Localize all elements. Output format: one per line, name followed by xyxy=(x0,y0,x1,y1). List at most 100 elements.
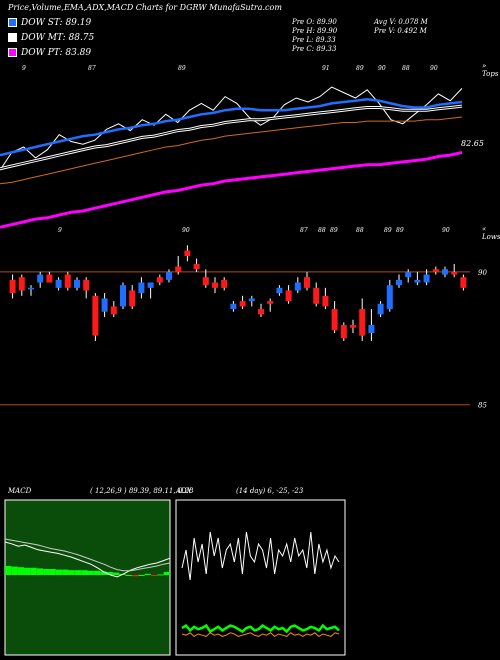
adx-title: ADX xyxy=(176,487,192,495)
candle-body xyxy=(331,309,338,331)
lows-label: « Lows xyxy=(482,225,500,241)
candle-body xyxy=(221,279,228,288)
candle-body xyxy=(230,303,237,310)
adx-line-adx xyxy=(181,531,340,581)
macd-title: MACD xyxy=(8,487,32,495)
stat-pre-volume: Pre V: 0.492 M xyxy=(374,27,427,35)
candle-body xyxy=(377,303,384,315)
candle-body xyxy=(322,295,329,307)
legend-swatch-st xyxy=(8,18,17,27)
ema-top-tick: 87 xyxy=(88,65,96,72)
candle-body xyxy=(460,277,467,288)
macd-histogram-bar xyxy=(112,572,120,575)
macd-histogram-bar xyxy=(74,570,82,575)
candle-body xyxy=(368,325,375,333)
ema-bottom-tick: 9 xyxy=(58,227,62,234)
candle-body xyxy=(175,266,182,272)
ema-bottom-tick: 90 xyxy=(182,227,190,234)
candle-body xyxy=(267,301,274,304)
candle-body xyxy=(64,274,71,288)
macd-histogram-bar xyxy=(163,572,170,575)
candle-body xyxy=(110,306,117,315)
macd-histogram-bar xyxy=(131,575,139,577)
macd-histogram-bar xyxy=(157,574,164,576)
legend-swatch-mt xyxy=(8,33,17,42)
macd-histogram-bar xyxy=(68,570,75,575)
ema-top-tick: 90 xyxy=(430,65,438,72)
price-axis-label: 90 xyxy=(478,269,487,277)
candle-body xyxy=(193,263,200,270)
candle-body xyxy=(414,279,421,283)
legend-dow-mt: DOW MT: 88.75 xyxy=(8,33,94,43)
macd-line-macd xyxy=(4,541,171,578)
candle-body xyxy=(46,274,53,283)
legend-dow-st: DOW ST: 89.19 xyxy=(8,18,91,28)
candle-body xyxy=(120,285,126,307)
candle-body xyxy=(129,290,136,307)
macd-histogram-bar xyxy=(87,570,94,575)
candle-body xyxy=(18,277,25,291)
candle-body xyxy=(166,271,172,280)
adx-line-plus-di xyxy=(181,623,340,634)
macd-histogram-bar xyxy=(36,568,44,575)
candle-body xyxy=(212,282,218,288)
macd-histogram-bar xyxy=(62,569,69,575)
ema-top-tick: 88 xyxy=(402,65,410,72)
candle-body xyxy=(304,277,310,288)
macd-histogram-bar xyxy=(55,569,63,575)
stat-close: Pre C: 89.33 xyxy=(292,45,337,53)
stat-high: Pre H: 89.90 xyxy=(292,27,338,35)
ema-top-tick: 89 xyxy=(178,65,186,72)
macd-histogram-bar xyxy=(125,575,132,576)
price-axis-label: 85 xyxy=(478,402,487,410)
candle-body xyxy=(451,271,458,275)
adx-panel-bg xyxy=(175,499,346,656)
stat-low: Pre L: 89.33 xyxy=(292,36,336,44)
macd-histogram-bar xyxy=(93,570,101,575)
candle-body xyxy=(386,285,393,310)
macd-histogram-bar xyxy=(150,575,158,576)
ema-line-dow-st xyxy=(0,98,463,157)
candle-body xyxy=(156,277,163,283)
macd-histogram-bar xyxy=(81,570,88,575)
candle-body xyxy=(423,274,430,283)
legend-dow-pt: DOW PT: 83.89 xyxy=(8,48,91,58)
macd-histogram-bar xyxy=(49,569,56,575)
macd-histogram-bar xyxy=(17,567,25,575)
ema-bottom-tick: 89 xyxy=(396,227,404,234)
candle-body xyxy=(340,325,347,339)
candle-body xyxy=(28,287,34,290)
candle-body xyxy=(294,282,301,291)
candle-body xyxy=(138,282,145,294)
candle-body xyxy=(83,279,90,291)
candle-body xyxy=(442,269,448,275)
chart-title: Price,Volume,EMA,ADX,MACD Charts for DGR… xyxy=(8,3,282,12)
candle-body xyxy=(74,279,80,288)
macd-panel-bg xyxy=(4,499,171,656)
candle-body xyxy=(359,309,366,336)
macd-line-signal xyxy=(4,538,171,572)
candle-body xyxy=(101,298,108,312)
macd-histogram-bar xyxy=(106,572,113,575)
macd-histogram-bar xyxy=(5,566,12,575)
macd-histogram-bar xyxy=(138,575,145,576)
ema-line-slow-ema xyxy=(0,116,463,185)
macd-histogram-bar xyxy=(11,566,18,575)
legend-swatch-pt xyxy=(8,48,17,57)
stat-avg-volume: Avg V: 0.078 M xyxy=(374,18,428,26)
ema-top-tick: 90 xyxy=(378,65,386,72)
candle-body xyxy=(405,271,412,278)
candle-body xyxy=(350,325,356,328)
candle-body xyxy=(9,279,16,294)
ema-top-tick: 91 xyxy=(322,65,330,72)
ema-line-mt-outer xyxy=(0,104,463,171)
tops-label: » Tops xyxy=(482,62,499,78)
candle-body xyxy=(184,250,191,256)
candle-body xyxy=(258,309,264,315)
candle-body xyxy=(313,287,320,304)
candle-body xyxy=(285,290,292,302)
ema-line-mt-inner xyxy=(0,105,463,170)
candle-body xyxy=(396,279,402,286)
macd-histogram-bar xyxy=(43,569,50,575)
candle-body xyxy=(55,279,62,288)
